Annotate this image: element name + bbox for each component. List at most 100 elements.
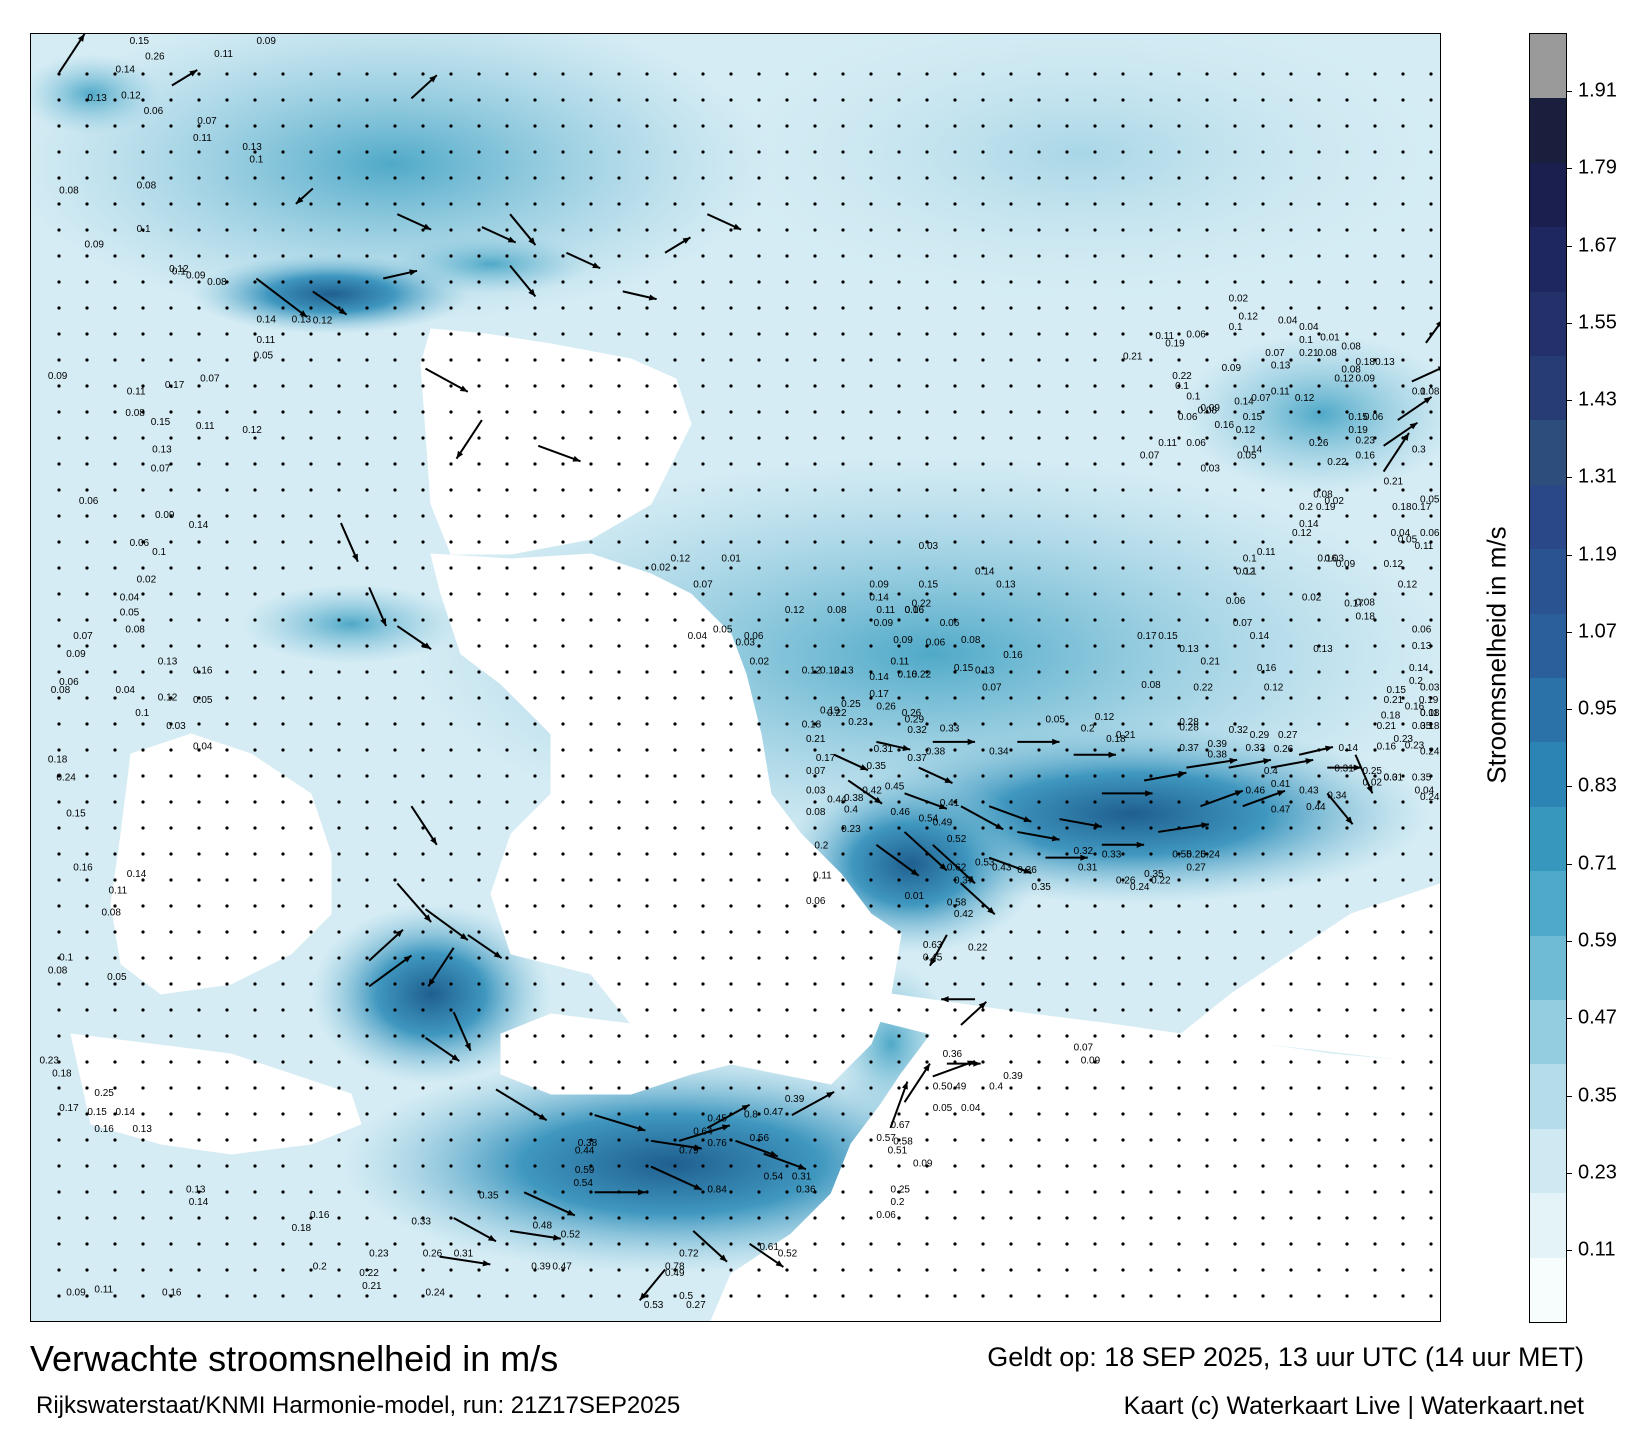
grid-dot [365,1060,369,1064]
grid-dot [253,1268,257,1272]
grid-dot [505,462,509,466]
grid-dot [925,332,929,336]
map-canvas[interactable]: 0.150.260.140.110.090.13 0.120.060.070.11… [31,34,1440,1321]
grid-dot [1289,1060,1293,1064]
grid-dot [897,800,901,804]
grid-dot [421,462,425,466]
grid-dot [1429,956,1433,960]
grid-dot [897,696,901,700]
grid-dot [421,202,425,206]
grid-dot [393,1164,397,1168]
current-vectors [58,34,1440,1302]
grid-dot [1373,1086,1377,1090]
grid-dot [1093,930,1097,934]
speed-value-label: 0.35 [1031,882,1051,893]
speed-value-label: 0.45 [923,953,943,964]
grid-dot [225,1008,229,1012]
speed-value-label: 0.02 [1363,778,1383,789]
grid-dot [1401,202,1405,206]
map-frame[interactable]: 0.15 0.26 0.14 0.11 0.09 0.13 0.12 0.06 0.07 0.11… [30,33,1441,1322]
grid-dot [225,930,229,934]
speed-value-label: 0.06 [144,106,164,117]
grid-dot [1289,228,1293,232]
grid-dot [813,852,817,856]
grid-dot [1149,566,1153,570]
grid-dot [505,280,509,284]
grid-dot [1205,150,1209,154]
grid-dot [1009,618,1013,622]
grid-dot [197,488,201,492]
grid-dot [337,1060,341,1064]
grid-dot [309,280,313,284]
grid-dot [477,202,481,206]
grid-dot [309,1242,313,1246]
grid-dot [869,1138,873,1142]
grid-dot [1121,306,1125,310]
grid-dot [813,800,817,804]
current-arrow [312,290,348,316]
grid-dot [1149,1268,1153,1272]
grid-dot [1345,1060,1349,1064]
grid-dot [253,696,257,700]
grid-dot [981,618,985,622]
grid-dot [421,254,425,258]
grid-dot [589,202,593,206]
grid-dot [589,1190,593,1194]
grid-dot [757,1112,761,1116]
grid-dot [1009,1190,1013,1194]
grid-dot [1233,956,1237,960]
grid-dot [253,306,257,310]
grid-dot [449,1216,453,1220]
grid-dot [813,592,817,596]
grid-dot [533,1268,537,1272]
grid-dot [953,722,957,726]
grid-dot [1065,1138,1069,1142]
grid-dot [785,150,789,154]
speed-value-label: 0.23 [1405,740,1425,751]
grid-dot [1345,202,1349,206]
grid-dot [113,1164,117,1168]
grid-dot [1121,1086,1125,1090]
grid-dot [981,332,985,336]
grid-dot [197,332,201,336]
grid-dot [841,618,845,622]
grid-dot [953,540,957,544]
speed-value-label: 0.47 [1271,805,1291,816]
grid-dot [421,1060,425,1064]
grid-dot [449,514,453,518]
grid-dot [85,540,89,544]
current-arrow [537,444,581,463]
speed-value-label: 0.13 [975,666,995,677]
grid-dot [953,852,957,856]
speed-value-label: 0.05 [1045,715,1065,726]
grid-dot [1009,1034,1013,1038]
speed-value-label: 0.13 [1313,644,1333,655]
current-arrow [424,1037,460,1062]
grid-dot [477,670,481,674]
grid-dot [197,436,201,440]
speed-value-label: 0.22 [1172,371,1192,382]
grid-dot [701,358,705,362]
speed-value-label: 0.08 [207,277,227,288]
grid-dot [253,98,257,102]
grid-dot [1065,1190,1069,1194]
grid-dot [785,254,789,258]
grid-dot [1177,124,1181,128]
grid-dot [645,384,649,388]
grid-dot [561,228,565,232]
grid-dot [533,904,537,908]
grid-dot [505,124,509,128]
grid-dot [589,774,593,778]
speed-value-label: 0.11 [256,335,275,346]
colorbar-tick-label: 1.91 [1578,79,1617,102]
grid-dot [841,982,845,986]
grid-dot [953,748,957,752]
grid-dot [1009,748,1013,752]
grid-dot [869,228,873,232]
grid-dot [1149,98,1153,102]
grid-dot [1289,722,1293,726]
speed-value-label: 0.61 [759,1242,779,1253]
grid-dot [197,540,201,544]
grid-dot [337,410,341,414]
grid-dot [1205,358,1209,362]
